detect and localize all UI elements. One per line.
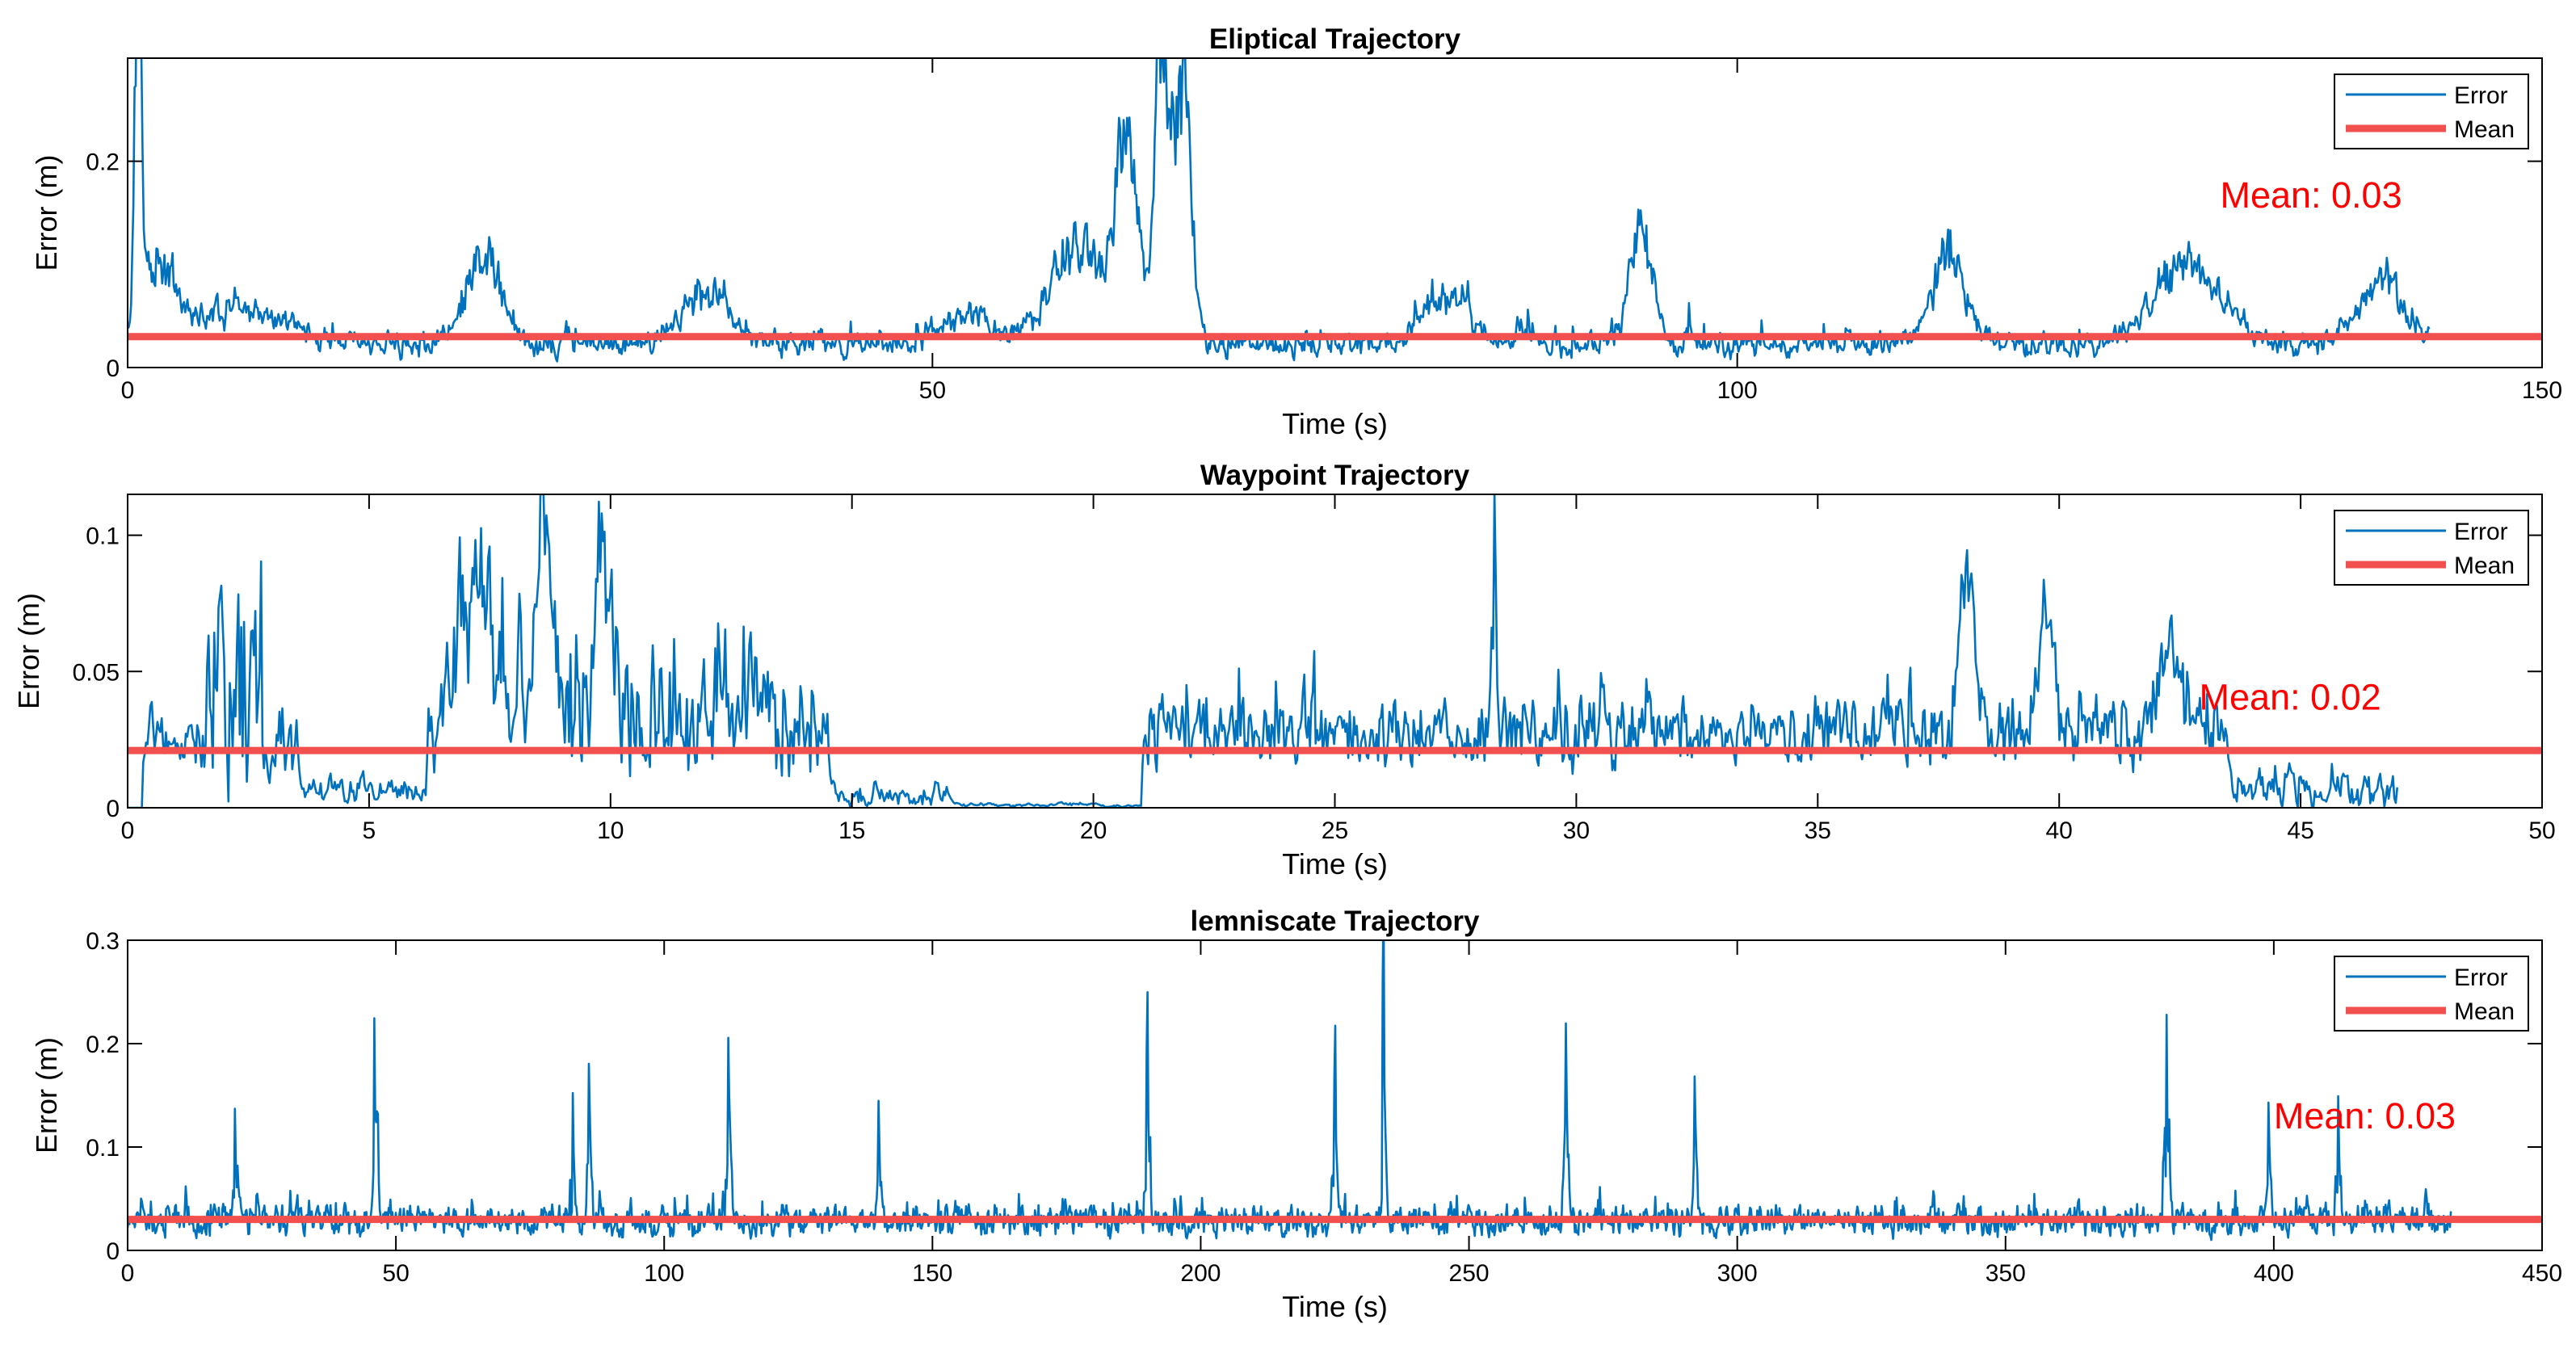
legend-mean-label: Mean	[2454, 998, 2515, 1025]
subplot-3: 0 50 100 150 200 250 300 350 400 450 0 0.1 0.2 0.3 lem…	[30, 906, 2562, 1323]
x-tick-label: 20	[1080, 817, 1107, 844]
x-tick-label: 450	[2522, 1260, 2562, 1287]
subplot-1: 0 50 100 150 0 0.2 Eliptical Trajectory Time (s…	[30, 23, 2562, 440]
y-tick-label: 0.2	[86, 1032, 120, 1058]
y-tick-label: 0.05	[73, 659, 120, 686]
plot-area	[128, 494, 2542, 808]
y-tick-label: 0	[106, 355, 120, 382]
y-tick-label: 0	[106, 796, 120, 822]
y-tick-label: 0.1	[86, 523, 120, 550]
legend-box	[2334, 510, 2529, 586]
plot-area	[128, 58, 2542, 368]
axes-box	[127, 939, 2543, 1251]
legend: Error Mean	[2334, 510, 2529, 586]
x-tick-label: 400	[2254, 1260, 2294, 1287]
x-tick-label: 10	[597, 817, 624, 844]
x-tick-label: 150	[2522, 377, 2562, 404]
x-tick-label: 0	[121, 377, 135, 404]
error-series-line	[128, 58, 2431, 363]
x-tick-label: 5	[363, 817, 376, 844]
x-tick-label: 0	[121, 1260, 135, 1287]
x-tick-label: 200	[1180, 1260, 1221, 1287]
legend-mean-label: Mean	[2454, 116, 2515, 143]
chart-title: lemniscate Trajectory	[1191, 906, 1480, 937]
legend-error-label: Error	[2454, 82, 2508, 109]
y-axis-label: Error (m)	[30, 155, 63, 271]
x-tick-label: 25	[1322, 817, 1348, 844]
x-tick-label: 300	[1717, 1260, 1758, 1287]
legend: Error Mean	[2334, 956, 2529, 1032]
x-tick-label: 100	[1717, 377, 1758, 404]
x-tick-label: 15	[838, 817, 865, 844]
x-tick-label: 50	[919, 377, 946, 404]
x-tick-label: 150	[912, 1260, 952, 1287]
legend-error-label: Error	[2454, 519, 2508, 545]
chart-title: Waypoint Trajectory	[1200, 460, 1470, 491]
mean-annotation: Mean: 0.03	[2220, 174, 2402, 216]
legend-error-label: Error	[2454, 964, 2508, 991]
x-tick-label: 35	[1805, 817, 1831, 844]
x-tick-label: 50	[2528, 817, 2555, 844]
mean-annotation: Mean: 0.03	[2274, 1095, 2456, 1137]
legend-box	[2334, 956, 2529, 1032]
y-tick-label: 0.1	[86, 1135, 120, 1162]
x-tick-label: 50	[382, 1260, 409, 1287]
y-axis-label: Error (m)	[12, 593, 45, 709]
x-axis-label: Time (s)	[1282, 407, 1388, 440]
x-tick-label: 45	[2287, 817, 2313, 844]
x-tick-label: 0	[121, 817, 135, 844]
legend-mean-label: Mean	[2454, 553, 2515, 579]
legend: Error Mean	[2334, 74, 2529, 149]
y-tick-label: 0.3	[86, 928, 120, 955]
axes-box	[127, 57, 2543, 368]
y-tick-label: 0.2	[86, 149, 120, 176]
legend-box	[2334, 74, 2529, 149]
x-tick-label: 250	[1449, 1260, 1490, 1287]
subplot-2: 0 5 10 15 20 25 30 35 40 45 50 0 0.05 0.1 Waypoint Tra…	[12, 460, 2556, 880]
x-axis-label: Time (s)	[1282, 1290, 1388, 1323]
x-axis-label: Time (s)	[1282, 847, 1388, 880]
chart-title: Eliptical Trajectory	[1209, 23, 1461, 55]
y-tick-label: 0	[106, 1238, 120, 1265]
x-tick-label: 30	[1563, 817, 1590, 844]
y-axis-label: Error (m)	[30, 1037, 63, 1153]
x-tick-label: 100	[644, 1260, 684, 1287]
x-tick-label: 350	[1986, 1260, 2026, 1287]
x-tick-label: 40	[2046, 817, 2073, 844]
mean-annotation: Mean: 0.02	[2200, 677, 2381, 718]
